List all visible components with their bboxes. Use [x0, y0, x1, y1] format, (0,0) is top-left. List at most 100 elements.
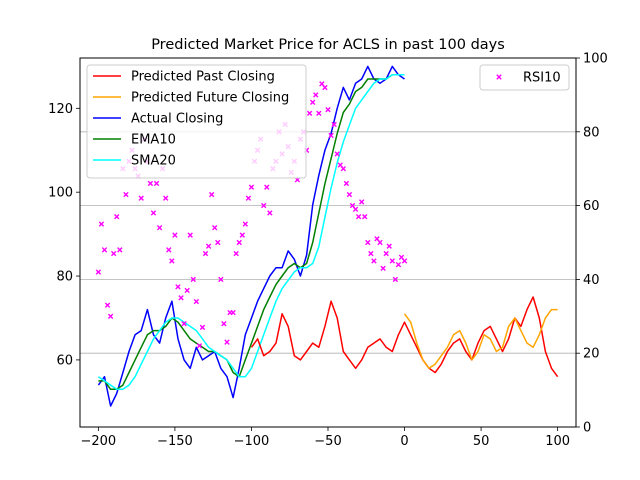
rsi10-point-49: [245, 195, 252, 201]
rsi10-point-71: [313, 92, 319, 98]
rsi10-point-29: [184, 287, 190, 294]
rsi10-point-56: [267, 210, 273, 216]
rsi10-point-24: [169, 258, 175, 264]
legend-right: RSI10: [479, 64, 570, 91]
rsi10-point-40: [218, 276, 224, 283]
rsi10-point-9: [123, 191, 129, 198]
rsi10-point-33: [196, 343, 203, 349]
rsi10-point-38: [212, 225, 218, 231]
rsi10-point-32: [193, 298, 200, 305]
chart-title: Predicted Market Price for ACLS in past …: [151, 37, 505, 53]
rsi10-point-34: [199, 324, 206, 331]
rsi10-point-35: [202, 250, 209, 257]
x-tick-label-2: −100: [234, 434, 270, 449]
sma-line: [97, 74, 405, 391]
rsi10-point-45: [233, 250, 239, 257]
rsi10-point-14: [138, 195, 144, 201]
rsi10-point-81: [343, 180, 350, 187]
rsi10-point-42: [224, 339, 230, 345]
legend-swatch-rsi: [496, 74, 502, 80]
x-tick-label-1: −150: [157, 434, 193, 449]
legend-label-predicted-future: Predicted Future Closing: [131, 91, 289, 106]
rsi10-point-36: [205, 243, 212, 249]
rsi10-point-97: [392, 276, 399, 283]
legend-label-sma: SMA20: [131, 154, 176, 169]
predicted-past-line: [250, 296, 559, 378]
rsi10-point-47: [239, 232, 245, 238]
y2-tick-label-3: 60: [583, 199, 600, 214]
x-tick-label-0: −200: [81, 434, 117, 449]
y2-tick-label-2: 40: [583, 273, 600, 288]
rsi10-point-44: [230, 309, 236, 316]
rsi10-point-69: [306, 110, 313, 117]
rsi10-point-96: [389, 258, 395, 264]
rsi10-point-78: [334, 151, 340, 157]
x-tick-label-6: 100: [545, 434, 570, 449]
rsi10-point-72: [316, 110, 322, 117]
legend-label-ema: EMA10: [131, 133, 176, 148]
y-tick-label-0: 60: [56, 353, 73, 368]
rsi10-point-22: [163, 195, 169, 201]
x-tick-label-3: −50: [314, 434, 341, 449]
rsi10-point-82: [346, 191, 353, 198]
legend-label-predicted-past: Predicted Past Closing: [131, 70, 275, 85]
rsi10-point-74: [322, 84, 328, 91]
rsi10-point-50: [248, 184, 255, 190]
rsi10-point-98: [395, 261, 402, 268]
y-tick-label-3: 120: [48, 102, 73, 117]
rsi10-point-30: [187, 232, 193, 238]
rsi10-point-88: [365, 239, 371, 246]
rsi10-point-48: [242, 221, 249, 227]
rsi10-point-89: [368, 250, 374, 257]
y-tick-label-1: 80: [56, 270, 73, 285]
rsi10-point-93: [380, 265, 386, 272]
x-tick-label-4: 0: [400, 434, 408, 449]
y2-tick-label-5: 100: [583, 52, 608, 67]
rsi10-point-6: [114, 213, 120, 220]
legend-label-rsi: RSI10: [523, 71, 561, 86]
ema-line: [98, 74, 405, 391]
legend-left-box: [86, 64, 307, 179]
rsi10-point-2: [101, 247, 108, 253]
rsi10-point-87: [362, 213, 368, 220]
rsi10-point-0: [95, 269, 102, 275]
rsi10-point-92: [377, 239, 383, 246]
rsi10-point-25: [172, 232, 178, 238]
rsi10-point-31: [190, 276, 196, 283]
rsi10-point-100: [401, 258, 408, 264]
rsi10-point-39: [215, 239, 221, 246]
rsi10-point-23: [166, 247, 172, 253]
rsi10-point-94: [383, 250, 389, 257]
rsi10-point-46: [236, 239, 242, 246]
rsi10-point-90: [371, 258, 377, 264]
rsi10-point-54: [261, 202, 267, 209]
rsi10-point-85: [355, 213, 362, 220]
rsi10-point-18: [150, 210, 157, 216]
rsi10-point-26: [175, 284, 181, 290]
y-tick-label-2: 100: [48, 186, 73, 201]
y2-tick-label-4: 80: [583, 125, 600, 140]
rsi10-point-41: [221, 320, 227, 327]
legend-label-actual: Actual Closing: [131, 112, 223, 127]
legend-left: Predicted Past Closing Predicted Future C…: [86, 64, 307, 179]
rsi10-point-1: [98, 221, 105, 227]
rsi10-point-27: [178, 295, 184, 301]
y2-tick-label-1: 20: [583, 347, 600, 362]
axis-layer: −200 −150 −100 −50 0 50 100 60 80 100 120 0 20 40 60 80…: [48, 52, 608, 450]
rsi10-point-7: [117, 247, 123, 253]
rsi10-point-55: [264, 184, 270, 190]
legend-right-box: [479, 64, 570, 91]
rsi10-point-95: [386, 243, 392, 249]
rsi10-point-80: [340, 166, 347, 172]
rsi10-point-75: [325, 106, 331, 113]
rsi10-point-28: [181, 320, 187, 327]
rsi10-point-3: [104, 302, 111, 308]
rsi10-point-77: [331, 121, 337, 128]
actual-line: [97, 65, 405, 407]
x-tick-label-5: 50: [473, 434, 490, 449]
rsi10-point-37: [208, 191, 215, 198]
rsi10-point-17: [147, 180, 154, 187]
rsi10-point-86: [358, 199, 365, 205]
rsi10-point-70: [309, 99, 316, 105]
